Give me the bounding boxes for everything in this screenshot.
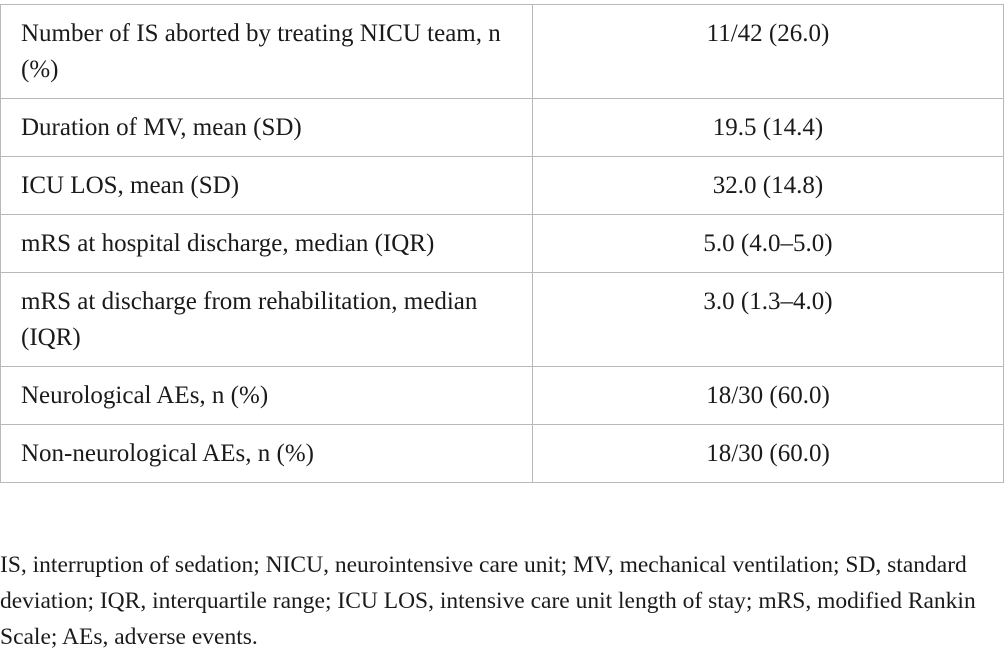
row-label: ICU LOS, mean (SD) [0, 156, 533, 215]
row-value: 19.5 (14.4) [532, 98, 1004, 157]
table-row: mRS at discharge from rehabilitation, me… [0, 272, 1004, 367]
row-label: mRS at hospital discharge, median (IQR) [0, 214, 533, 273]
row-value: 5.0 (4.0–5.0) [532, 214, 1004, 273]
row-value: 11/42 (26.0) [532, 4, 1004, 99]
table-row: mRS at hospital discharge, median (IQR) … [0, 214, 1004, 273]
table-row: Neurological AEs, n (%) 18/30 (60.0) [0, 366, 1004, 425]
results-table: Number of IS aborted by treating NICU te… [0, 4, 1004, 483]
table-row: Duration of MV, mean (SD) 19.5 (14.4) [0, 98, 1004, 157]
row-value: 32.0 (14.8) [532, 156, 1004, 215]
row-label: Duration of MV, mean (SD) [0, 98, 533, 157]
table-row: Number of IS aborted by treating NICU te… [0, 4, 1004, 99]
row-value: 18/30 (60.0) [532, 366, 1004, 425]
row-value: 3.0 (1.3–4.0) [532, 272, 1004, 367]
table-row: Non-neurological AEs, n (%) 18/30 (60.0) [0, 424, 1004, 483]
table-row: ICU LOS, mean (SD) 32.0 (14.8) [0, 156, 1004, 215]
row-value: 18/30 (60.0) [532, 424, 1004, 483]
row-label: Number of IS aborted by treating NICU te… [0, 4, 533, 99]
row-label: Neurological AEs, n (%) [0, 366, 533, 425]
row-label: mRS at discharge from rehabilitation, me… [0, 272, 533, 367]
table-footnote: IS, interruption of sedation; NICU, neur… [0, 552, 976, 650]
row-label: Non-neurological AEs, n (%) [0, 424, 533, 483]
